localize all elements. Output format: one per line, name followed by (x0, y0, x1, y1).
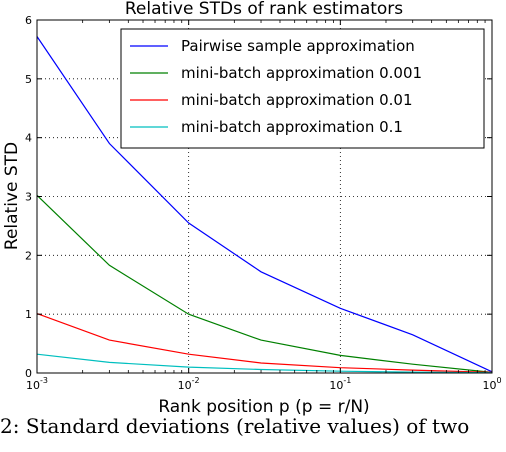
legend-label: mini-batch approximation 0.01 (181, 91, 413, 109)
grid-lines (37, 20, 492, 373)
legend-label: Pairwise sample approximation (181, 37, 415, 55)
x-tick-label: 10-1 (329, 376, 351, 392)
legend-box (120, 28, 485, 149)
y-axis-label: Relative STD (2, 142, 22, 250)
figure-caption: 2: Standard deviations (relative values)… (0, 414, 470, 438)
series-line-2 (36, 313, 493, 373)
legend-label: mini-batch approximation 0.001 (181, 64, 422, 82)
chart-title: Relative STDs of rank estimators (125, 0, 403, 19)
y-tick-label: 0 (25, 367, 32, 380)
legend: Pairwise sample approximation mini-batch … (120, 28, 485, 149)
x-axis-label: Rank position p (p = r/N) (158, 397, 369, 417)
y-tick-label: 1 (25, 308, 32, 321)
legend-label: mini-batch approximation 0.1 (181, 118, 403, 136)
series-line-0 (36, 36, 493, 373)
x-tick-label: 10-2 (178, 376, 200, 392)
x-tick-label: 10-3 (26, 376, 48, 392)
axis-ticks: 10-3 10-2 10-1 100 0 1 2 3 4 5 6 (25, 14, 502, 392)
y-tick-label: 6 (25, 14, 32, 27)
y-tick-label: 3 (25, 191, 32, 204)
x-tick-label: 100 (482, 376, 501, 392)
y-tick-label: 2 (25, 249, 32, 262)
y-tick-label: 5 (25, 73, 32, 86)
series-line-1 (36, 194, 493, 373)
y-tick-label: 4 (25, 132, 32, 145)
